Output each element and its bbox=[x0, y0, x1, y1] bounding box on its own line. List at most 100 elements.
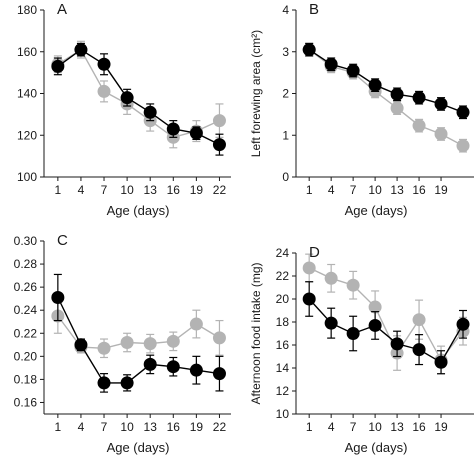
x-tick-label: 10 bbox=[120, 183, 134, 197]
data-point bbox=[390, 87, 404, 101]
y-tick-label: 0.16 bbox=[14, 395, 38, 409]
panel-label: C bbox=[57, 232, 68, 249]
y-axis-title: Left forewing area (cm²) bbox=[249, 30, 263, 157]
data-point bbox=[412, 119, 426, 133]
y-tick-label: 12 bbox=[276, 384, 290, 398]
data-point bbox=[120, 91, 134, 105]
data-point bbox=[368, 300, 382, 314]
x-tick-label: 4 bbox=[328, 420, 335, 434]
x-tick-label: 7 bbox=[101, 420, 108, 434]
data-point bbox=[346, 278, 360, 292]
data-point bbox=[74, 43, 88, 57]
x-axis-title: Age (days) bbox=[107, 203, 170, 218]
x-tick-label: 4 bbox=[78, 420, 85, 434]
x-tick-label: 13 bbox=[144, 420, 158, 434]
data-point bbox=[189, 126, 203, 140]
y-tick-label: 4 bbox=[282, 3, 289, 17]
data-point bbox=[434, 97, 448, 111]
data-point bbox=[120, 376, 134, 390]
y-tick-label: 0.18 bbox=[14, 372, 38, 386]
x-tick-label: 16 bbox=[167, 183, 181, 197]
y-tick-label: 160 bbox=[17, 45, 37, 59]
panel-a: 100 120 140 160 180 1 4 7 10 13 16 19 22 Age (days) A bbox=[17, 1, 231, 218]
x-tick-label: 16 bbox=[412, 183, 426, 197]
x-tick-label: 4 bbox=[328, 183, 335, 197]
data-point bbox=[212, 367, 226, 381]
data-point bbox=[346, 64, 360, 78]
y-tick-label: 100 bbox=[17, 170, 37, 184]
data-point bbox=[97, 84, 111, 98]
x-tick-label: 4 bbox=[78, 183, 85, 197]
x-tick-label: 7 bbox=[101, 183, 108, 197]
x-tick-label: 10 bbox=[368, 420, 382, 434]
x-tick-label: 10 bbox=[120, 420, 134, 434]
x-tick-label: 1 bbox=[306, 183, 313, 197]
x-tick-label: 10 bbox=[368, 183, 382, 197]
x-axis-title: Age (days) bbox=[345, 203, 408, 218]
y-tick-label: 24 bbox=[276, 246, 290, 260]
data-point bbox=[97, 57, 111, 71]
x-tick-label: 7 bbox=[350, 420, 357, 434]
data-point bbox=[120, 335, 134, 349]
x-tick-label: 22 bbox=[213, 183, 227, 197]
data-point bbox=[166, 334, 180, 348]
panel-c: 0.16 0.18 0.20 0.22 0.24 0.26 0.28 0.30 1 4 7 10 13 1… bbox=[14, 232, 231, 455]
x-tick-label: 22 bbox=[213, 420, 227, 434]
data-point bbox=[74, 338, 88, 352]
y-tick-label: 0.30 bbox=[14, 234, 38, 248]
series-line bbox=[57, 48, 220, 139]
data-point bbox=[302, 292, 316, 306]
y-tick-label: 16 bbox=[276, 338, 290, 352]
data-point bbox=[324, 57, 338, 71]
data-point bbox=[143, 337, 157, 351]
data-point bbox=[368, 78, 382, 92]
x-tick-label: 13 bbox=[144, 183, 158, 197]
data-point bbox=[189, 317, 203, 331]
data-point bbox=[166, 360, 180, 374]
data-point bbox=[456, 105, 470, 119]
y-axis-title: Afternoon food intake (mg) bbox=[249, 262, 263, 404]
x-axis-title: Age (days) bbox=[107, 440, 170, 455]
x-tick-label: 13 bbox=[390, 420, 404, 434]
data-point bbox=[346, 327, 360, 340]
data-point bbox=[143, 105, 157, 119]
panel-b: 0 1 2 3 4 1 4 7 10 13 16 19 Age (days) Left forewing … bbox=[249, 1, 474, 218]
panel-label: A bbox=[57, 1, 67, 18]
plot-area bbox=[302, 42, 470, 153]
x-tick-label: 16 bbox=[412, 420, 426, 434]
x-tick-label: 16 bbox=[167, 420, 181, 434]
y-tick-label: 14 bbox=[276, 361, 290, 375]
data-point bbox=[189, 363, 203, 377]
y-tick-label: 22 bbox=[276, 269, 290, 283]
y-tick-label: 0.28 bbox=[14, 257, 38, 271]
data-point bbox=[212, 331, 226, 345]
x-tick-label: 19 bbox=[434, 420, 448, 434]
data-point bbox=[97, 376, 111, 390]
y-tick-label: 18 bbox=[276, 315, 290, 329]
data-point bbox=[143, 357, 157, 371]
data-point bbox=[390, 337, 404, 351]
y-tick-label: 0 bbox=[282, 170, 289, 184]
y-tick-label: 180 bbox=[17, 3, 37, 17]
x-tick-label: 13 bbox=[390, 183, 404, 197]
data-point bbox=[97, 341, 111, 355]
y-tick-label: 140 bbox=[17, 87, 37, 101]
y-tick-label: 20 bbox=[276, 292, 290, 306]
data-point bbox=[434, 355, 448, 369]
data-point bbox=[368, 318, 382, 332]
data-point bbox=[412, 343, 426, 357]
data-point bbox=[212, 138, 226, 152]
x-tick-label: 19 bbox=[190, 183, 204, 197]
data-point bbox=[456, 139, 470, 153]
y-tick-label: 1 bbox=[282, 128, 289, 142]
x-tick-label: 19 bbox=[190, 420, 204, 434]
x-axis-title: Age (days) bbox=[345, 440, 408, 455]
y-tick-label: 0.26 bbox=[14, 280, 38, 294]
data-point bbox=[51, 59, 65, 73]
data-point bbox=[212, 114, 226, 128]
y-tick-label: 3 bbox=[282, 45, 289, 59]
data-point bbox=[390, 101, 404, 115]
panel-label: B bbox=[309, 1, 319, 18]
